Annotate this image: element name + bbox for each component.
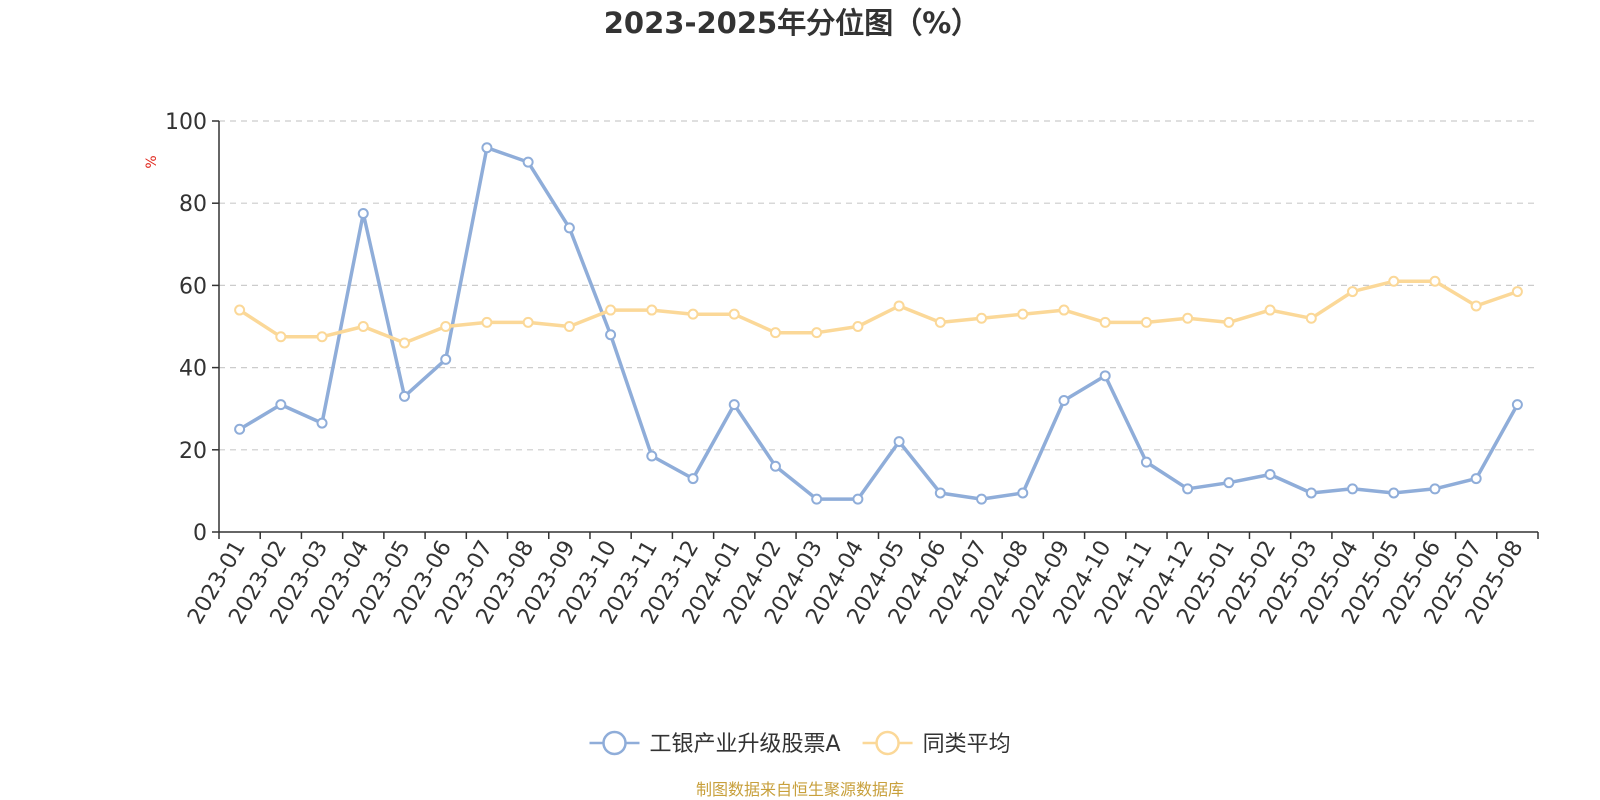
data-point [522, 156, 534, 168]
series-line [237, 279, 1520, 345]
data-point [728, 399, 740, 411]
y-tick-label: 60 [179, 274, 207, 299]
data-point [893, 300, 905, 312]
legend-label: 工银产业升级股票A [650, 732, 841, 757]
data-point [1429, 275, 1441, 287]
data-point [605, 304, 617, 316]
data-point [1182, 312, 1194, 324]
data-point [852, 493, 864, 505]
y-tick-label: 80 [179, 192, 207, 217]
data-point [1058, 394, 1070, 406]
data-point [605, 329, 617, 341]
data-point [481, 142, 493, 154]
data-point [811, 327, 823, 339]
chart-title: 2023-2025年分位图（%） [604, 6, 981, 40]
y-tick-label: 100 [165, 110, 207, 135]
data-point [1305, 487, 1317, 499]
data-point [976, 312, 988, 324]
data-point [1388, 487, 1400, 499]
data-point [357, 207, 369, 219]
data-point [563, 222, 575, 234]
legend-marker-swatch [875, 730, 900, 756]
data-point [1223, 316, 1235, 328]
data-point [1264, 304, 1276, 316]
legend-item-1[interactable]: 工银产业升级股票A [589, 730, 841, 757]
legend-item-2[interactable]: 同类平均 [862, 730, 1011, 757]
data-point [1017, 308, 1029, 320]
legend: 工银产业升级股票A 同类平均 [589, 730, 1011, 757]
data-point [852, 321, 864, 332]
data-point [1058, 304, 1070, 316]
data-point [934, 316, 946, 328]
data-point [563, 321, 575, 332]
data-point [398, 390, 410, 402]
data-point [646, 304, 658, 316]
data-point [440, 321, 452, 332]
data-point [1017, 487, 1029, 499]
data-point [316, 331, 328, 343]
data-point [1429, 483, 1441, 495]
data-point [1182, 483, 1194, 495]
data-point [934, 487, 946, 499]
data-point [234, 423, 246, 435]
data-point [1470, 473, 1482, 485]
data-point [769, 327, 781, 339]
data-point [316, 417, 328, 429]
series-2 [234, 275, 1523, 349]
data-point [1511, 286, 1523, 298]
data-point [811, 493, 823, 505]
data-point [893, 436, 905, 448]
y-axis-ticks: 0 20 40 60 80 100 [165, 110, 219, 546]
data-point [1099, 316, 1111, 328]
y-axis-unit-label: % [144, 155, 160, 168]
data-point [440, 353, 452, 365]
y-tick-label: 20 [179, 439, 207, 464]
data-point [1264, 468, 1276, 480]
y-tick-label: 0 [193, 521, 207, 546]
x-axis-ticks: 2023-012023-022023-032023-042023-052023-… [183, 532, 1539, 629]
y-tick-label: 40 [179, 357, 207, 382]
data-point [522, 316, 534, 328]
data-point [398, 337, 410, 349]
data-point [646, 450, 658, 462]
data-point [1347, 483, 1359, 495]
data-point [275, 331, 287, 343]
data-point [481, 316, 493, 328]
series-layer [234, 142, 1523, 505]
data-point [687, 473, 699, 485]
data-point [357, 321, 369, 332]
data-point [687, 308, 699, 320]
data-point [1140, 316, 1152, 328]
legend-marker-swatch [602, 730, 627, 756]
grid-lines [219, 120, 1538, 451]
legend-label: 同类平均 [923, 732, 1011, 757]
data-point [1388, 275, 1400, 287]
data-point [275, 399, 287, 411]
data-point [1305, 312, 1317, 324]
data-point [1511, 399, 1523, 411]
data-source-note: 制图数据来自恒生聚源数据库 [696, 780, 904, 799]
data-point [728, 308, 740, 320]
data-point [1223, 477, 1235, 489]
data-point [1347, 286, 1359, 298]
data-point [769, 460, 781, 472]
data-point [1470, 300, 1482, 312]
data-point [976, 493, 988, 505]
series-line [237, 145, 1520, 501]
data-point [1099, 370, 1111, 382]
data-point [234, 304, 246, 316]
data-point [1140, 456, 1152, 468]
